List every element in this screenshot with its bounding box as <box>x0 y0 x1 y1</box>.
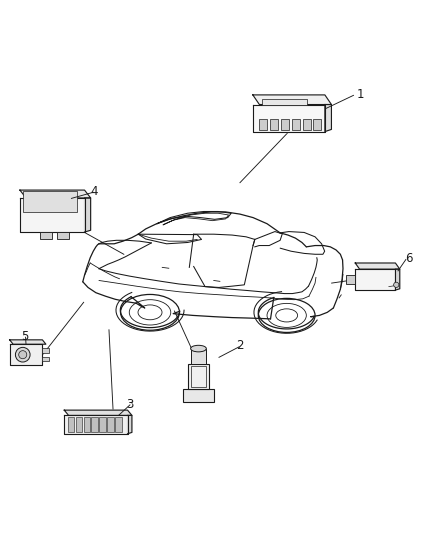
Bar <box>313 119 321 130</box>
Bar <box>42 349 49 353</box>
Text: 6: 6 <box>405 252 413 265</box>
Bar <box>107 417 114 432</box>
Bar <box>92 417 98 432</box>
Polygon shape <box>355 269 396 290</box>
Text: 5: 5 <box>21 330 28 343</box>
Bar <box>188 364 209 389</box>
Polygon shape <box>85 198 91 232</box>
Bar <box>303 119 311 130</box>
Bar <box>191 349 206 364</box>
Polygon shape <box>253 95 332 104</box>
Bar <box>270 119 278 130</box>
Bar <box>183 389 214 402</box>
Polygon shape <box>20 190 91 198</box>
Bar <box>84 417 90 432</box>
Bar <box>292 119 300 130</box>
Bar <box>23 191 77 212</box>
Polygon shape <box>253 104 325 132</box>
Bar <box>191 367 206 386</box>
Circle shape <box>19 351 27 359</box>
Polygon shape <box>127 415 132 434</box>
Bar <box>259 119 267 130</box>
Text: 1: 1 <box>357 87 365 101</box>
Bar <box>346 275 355 284</box>
Text: 4: 4 <box>91 185 98 198</box>
Polygon shape <box>325 104 332 132</box>
Polygon shape <box>396 269 400 290</box>
Bar <box>99 417 106 432</box>
Bar <box>42 357 49 361</box>
Polygon shape <box>64 415 127 434</box>
Polygon shape <box>355 263 400 269</box>
Bar <box>281 119 289 130</box>
Ellipse shape <box>191 345 206 352</box>
Bar <box>261 99 307 104</box>
Bar <box>40 232 52 239</box>
Circle shape <box>394 282 399 287</box>
Bar <box>76 417 82 432</box>
Bar <box>57 232 69 239</box>
Polygon shape <box>20 198 85 232</box>
Text: 3: 3 <box>126 398 133 410</box>
Polygon shape <box>64 410 132 415</box>
Polygon shape <box>10 344 42 365</box>
Polygon shape <box>10 340 46 344</box>
Bar <box>115 417 122 432</box>
Text: 2: 2 <box>236 340 244 352</box>
Bar <box>68 417 74 432</box>
Circle shape <box>15 348 30 362</box>
